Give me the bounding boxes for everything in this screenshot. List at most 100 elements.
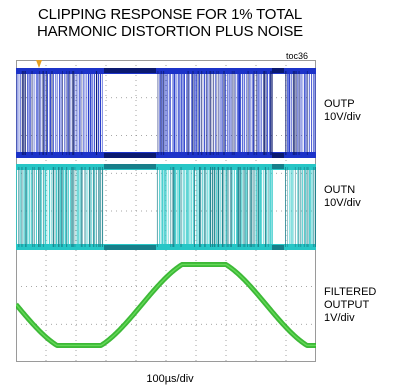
outn-pulse xyxy=(164,167,166,247)
outn-pulse xyxy=(178,167,181,247)
outn-pulse xyxy=(95,167,97,247)
outn-pulse xyxy=(315,167,316,247)
outp-pulse xyxy=(64,71,66,155)
outp-pulse xyxy=(159,71,161,155)
outp-pulse xyxy=(51,71,53,155)
outp-pulse xyxy=(239,71,241,155)
outp-pulse xyxy=(188,71,190,155)
outn-pulse xyxy=(30,167,33,247)
outn-pulse xyxy=(51,167,53,247)
outp-pulse xyxy=(160,71,162,155)
filtered-output-name-2: OUTPUT xyxy=(324,299,370,311)
outp-pulse xyxy=(163,71,165,155)
outn-pulse xyxy=(101,167,104,247)
outp-pulse xyxy=(39,71,41,155)
outp-pulse xyxy=(261,71,263,155)
outn-pulse xyxy=(247,167,249,247)
outp-pulse xyxy=(303,71,305,155)
outp-pulse xyxy=(197,71,199,155)
outp-label: OUTP 10V/div xyxy=(324,98,361,124)
outn-pulse xyxy=(200,167,202,247)
outp-pulse xyxy=(161,71,163,155)
outp-pulse xyxy=(31,71,33,155)
outn-pulse xyxy=(226,167,228,247)
trigger-marker xyxy=(36,60,42,68)
outp-pulse xyxy=(231,71,233,155)
outp-pulse xyxy=(89,71,91,155)
outp-pulse xyxy=(306,71,308,155)
outp-pulse xyxy=(60,71,62,155)
outn-pulse xyxy=(204,167,206,247)
outn-pulse xyxy=(58,167,60,247)
outp-pulse xyxy=(28,71,30,155)
outn-pulse xyxy=(70,167,71,247)
outp-pulse xyxy=(263,71,265,155)
outp-pulse xyxy=(87,71,90,155)
outn-pulse xyxy=(190,167,192,247)
outn-pulse xyxy=(183,167,185,247)
outn-pulse xyxy=(216,167,217,247)
outp-pulse xyxy=(40,71,42,155)
outn-pulse xyxy=(303,167,305,247)
outp-pulse xyxy=(305,71,307,155)
outn-pulse xyxy=(66,167,68,247)
filtered-output-trace xyxy=(16,262,316,348)
outp-pulse xyxy=(237,71,239,155)
outn-pulse xyxy=(52,167,54,247)
outn-pulse xyxy=(54,167,56,247)
outp-pulse xyxy=(101,71,103,155)
outp-pulse xyxy=(83,71,85,155)
outn-pulse xyxy=(185,167,187,247)
outp-pulse xyxy=(30,71,31,155)
outp-pulse xyxy=(311,71,313,155)
outp-pulse xyxy=(27,71,29,155)
outn-pulse xyxy=(180,167,182,247)
outn-pulse xyxy=(59,167,62,247)
outp-pulse xyxy=(193,71,195,155)
outp-pulse xyxy=(270,71,272,155)
outn-pulse xyxy=(163,167,165,247)
outn-pulse xyxy=(99,167,101,247)
outn-pulse xyxy=(84,167,86,247)
outp-pulse xyxy=(294,71,296,155)
outp-pulse xyxy=(271,71,273,155)
outn-pulse xyxy=(214,167,216,247)
outn-pulse xyxy=(21,167,23,247)
outn-pulse xyxy=(221,167,223,247)
outn-pulse xyxy=(48,167,51,247)
outn-pulse xyxy=(264,167,267,247)
outp-pulse xyxy=(33,71,35,155)
outp-pulse xyxy=(268,71,271,155)
outn-pulse xyxy=(92,167,95,247)
outp-pulse xyxy=(52,71,54,155)
outp-pulse xyxy=(203,71,206,155)
outp-pulse xyxy=(199,71,201,155)
outn-label: OUTN 10V/div xyxy=(324,184,361,210)
outp-pulse xyxy=(313,71,315,155)
outp-pulse xyxy=(24,71,26,155)
outn-pulse xyxy=(46,167,48,247)
outp-pulse xyxy=(191,71,193,155)
outp-pulse xyxy=(265,71,267,155)
outn-pulse xyxy=(56,167,58,247)
filtered-output-name-1: FILTERED xyxy=(324,286,377,298)
outn-pulse xyxy=(292,167,294,247)
filtered-output-label: FILTERED OUTPUT 1V/div xyxy=(324,286,376,325)
outp-pulse xyxy=(230,71,232,155)
outn-pulse xyxy=(86,167,88,247)
outn-pulse xyxy=(16,167,17,247)
outn-pulse xyxy=(199,167,201,247)
outp-pulse xyxy=(73,71,75,155)
outp-pulse xyxy=(255,71,258,155)
outn-pulse xyxy=(44,167,46,247)
outp-pulse xyxy=(227,71,228,155)
outn-pulse xyxy=(80,167,82,247)
outn-pulse xyxy=(271,167,273,247)
outn-scale: 10V/div xyxy=(324,197,361,209)
outn-name: OUTN xyxy=(324,184,356,196)
outp-pulse xyxy=(74,71,76,155)
outn-pulse xyxy=(300,167,302,247)
filtered-output-highlight xyxy=(16,263,316,347)
outn-pulse xyxy=(305,167,306,247)
outn-pulse xyxy=(217,167,220,247)
